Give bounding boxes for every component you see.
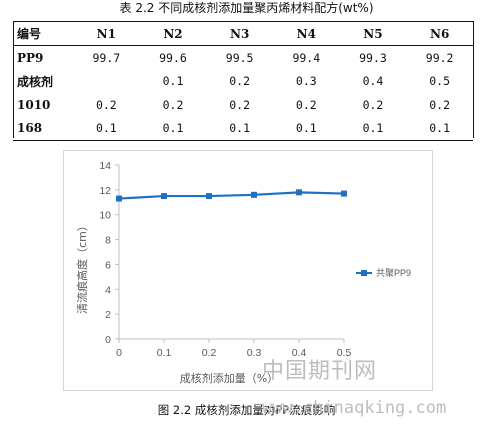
table-row: 成核剂 0.1 0.2 0.3 0.4 0.5	[13, 70, 473, 93]
table-cell: 0.2	[429, 97, 451, 112]
x-tick-label: 0.2	[202, 347, 217, 359]
y-tick-label: 4	[105, 284, 111, 296]
column-header: N1	[96, 26, 116, 41]
data-point-marker	[251, 191, 257, 198]
data-point-marker	[161, 193, 167, 200]
x-tick-label: 0.5	[337, 347, 352, 359]
data-point-marker	[206, 193, 212, 200]
y-tick-label: 14	[99, 160, 111, 172]
x-tick-label: 0.4	[292, 347, 307, 359]
table-cell: 0.1	[429, 121, 451, 136]
chart-frame: 0 2 4 6 8 10 12 14 0 0.1 0.2 0.3 0.4 0.5 共聚PP9 清流痕高度（…	[63, 150, 433, 391]
table-cell: 0.2	[295, 97, 317, 112]
column-header: N2	[163, 26, 183, 41]
table-cell: 0.2	[229, 97, 251, 112]
table-row: PP9 99.7 99.6 99.5 99.4 99.3 99.2	[13, 46, 473, 70]
table-cell: 99.5	[225, 51, 254, 66]
table-cell	[73, 70, 140, 93]
table-cell: 0.2	[362, 97, 384, 112]
row-label: 1010	[17, 97, 51, 112]
legend-marker-swatch	[361, 270, 367, 276]
formula-table: 编号 N1 N2 N3 N4 N5 N6 PP9 99.7 99.6 99.5 …	[13, 21, 473, 141]
y-tick-label: 6	[105, 259, 111, 271]
column-header: N4	[296, 26, 316, 41]
y-tick-label: 0	[105, 334, 111, 346]
y-tick-label: 8	[105, 235, 111, 247]
legend-series-label: 共聚PP9	[376, 268, 411, 278]
table-cell: 99.7	[92, 51, 121, 66]
table-cell: 99.3	[359, 51, 387, 66]
table-row: 168 0.1 0.1 0.1 0.1 0.1 0.1	[13, 117, 473, 141]
x-tick-label: 0.3	[247, 347, 262, 359]
table-cell: 0.2	[162, 97, 184, 112]
table-cell: 99.2	[425, 51, 454, 66]
table-left-rule	[13, 21, 14, 138]
table-right-rule	[473, 21, 474, 138]
table-cell: 0.1	[229, 121, 251, 136]
x-tick-label: 0.1	[157, 347, 172, 359]
y-tick-label: 12	[99, 185, 111, 197]
series-line	[118, 191, 345, 200]
x-tick-label: 0	[116, 347, 122, 359]
column-header: N5	[363, 26, 383, 41]
table-cell: 99.6	[159, 51, 187, 66]
table-cell: 0.1	[362, 121, 384, 136]
flow-mark-line-chart: 0 2 4 6 8 10 12 14 0 0.1 0.2 0.3 0.4 0.5 共聚PP9 清流痕高度（…	[75, 160, 411, 385]
y-tick-label: 10	[99, 210, 111, 222]
x-axis-title: 成核剂添加量（%）	[180, 371, 278, 385]
data-point-marker	[341, 190, 347, 197]
data-point-marker	[116, 195, 122, 202]
table-cell: 0.1	[162, 74, 184, 89]
data-point-marker	[296, 189, 302, 196]
table-cell: 0.1	[162, 121, 184, 136]
table-row: 1010 0.2 0.2 0.2 0.2 0.2 0.2	[13, 93, 473, 116]
table-cell: 0.4	[362, 74, 384, 89]
table-cell: 0.5	[429, 74, 451, 89]
table-caption: 表 2.2 不同成核剂添加量聚丙烯材料配方(wt%)	[119, 1, 374, 15]
table-header-row: 编号 N1 N2 N3 N4 N5 N6	[13, 21, 473, 46]
row-label: 168	[17, 121, 43, 136]
table-cell: 0.2	[229, 74, 251, 89]
row-label: 成核剂	[17, 74, 54, 89]
y-tick-label: 2	[105, 309, 111, 321]
table-cell: 99.4	[292, 51, 321, 66]
table-cell: 0.3	[295, 74, 317, 89]
table-cell: 0.1	[95, 121, 117, 136]
table-corner-cell: 编号	[17, 27, 42, 42]
row-label: PP9	[17, 51, 44, 66]
column-header: N6	[429, 26, 450, 41]
table-cell: 0.2	[95, 97, 117, 112]
y-axis-title: 清流痕高度（cm）	[75, 220, 89, 314]
column-header: N3	[229, 26, 250, 41]
figure-caption: 图 2.2 成核剂添加量对PP流痕影响	[157, 403, 336, 417]
table-cell: 0.1	[295, 121, 317, 136]
